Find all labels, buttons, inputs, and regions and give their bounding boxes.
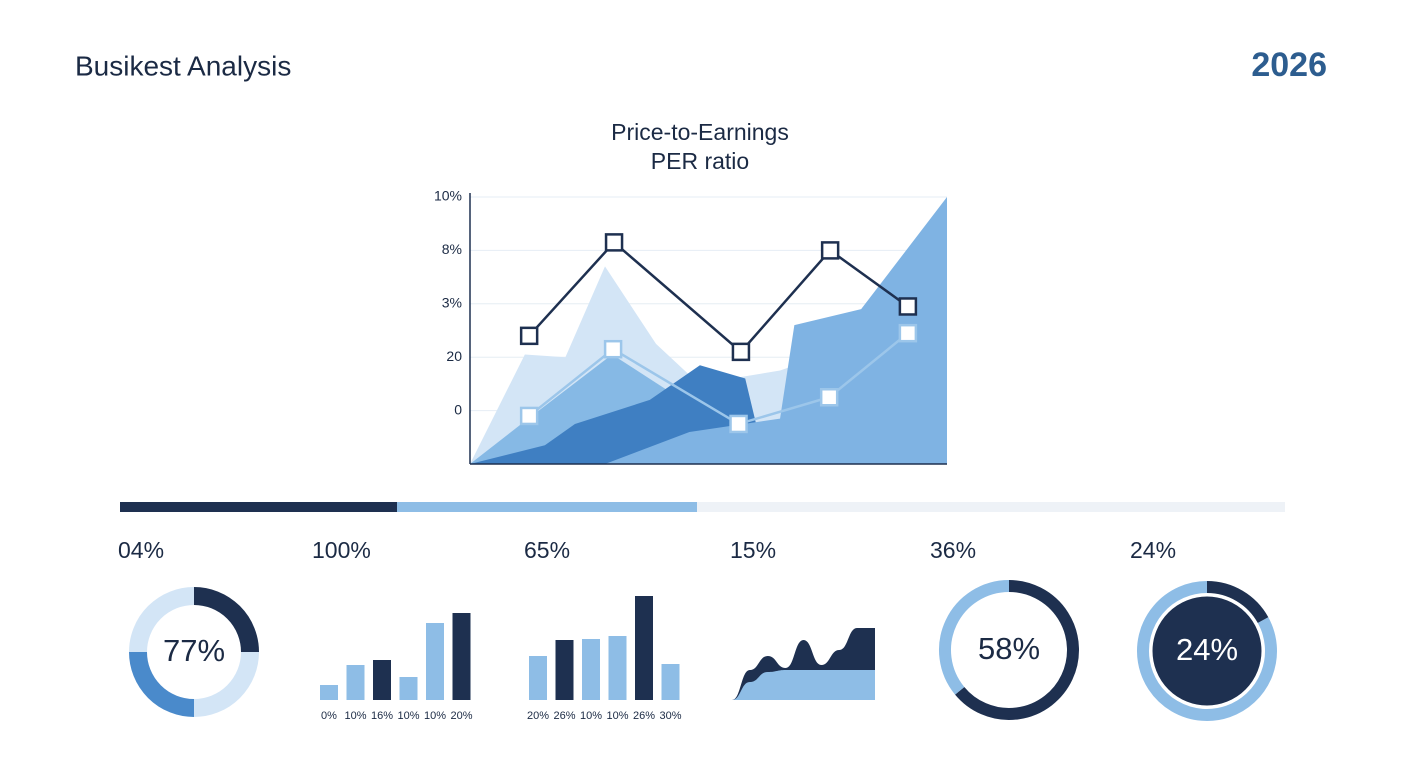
bar-label: 20% [450,710,472,722]
bar-label: 10% [397,710,419,722]
marker [898,297,918,316]
page-title: Busikest Analysis [75,50,291,81]
donut-segment [939,580,1010,695]
marker [604,233,624,252]
bar [661,664,680,700]
bar-label: 26% [553,710,575,722]
area [604,197,947,464]
bar [635,596,653,700]
donut-center-label: 77% [163,633,225,668]
y-tick-label: 8% [442,241,462,257]
bar-label: 10% [424,710,446,722]
bar-label: 0% [321,710,337,722]
widget-title: 04% [118,537,164,563]
bar [529,656,547,700]
year: 2026 [1251,46,1327,84]
bar [346,665,365,700]
progress-segment [397,502,697,512]
marker [820,241,840,260]
donut-segment [193,651,259,717]
y-tick-label: 20 [446,348,462,364]
bar-label: 20% [527,710,549,722]
bar [452,613,471,700]
widget-title: 65% [524,537,570,563]
widget-title: 36% [930,537,976,563]
marker [819,388,839,407]
bar [582,639,600,700]
bar [399,677,418,700]
donut-segment [129,651,195,717]
marker [519,406,539,426]
donut-segment [129,587,195,653]
y-tick-label: 3% [442,295,462,311]
donut-segment [193,587,259,653]
donut-center-label: 24% [1176,632,1238,667]
marker [603,339,623,359]
donut-segment [1137,581,1277,721]
widget-title: 100% [312,537,371,563]
progress-segment [120,502,397,512]
bar-label: 10% [344,710,366,722]
marker [898,323,918,343]
bar [426,623,444,700]
bar-label: 10% [606,710,628,722]
bar [373,660,391,700]
chart-title: PER ratio [651,148,749,174]
donut-segment [955,580,1079,720]
progress-segment [697,502,1285,512]
wave-area [732,670,875,700]
donut-segment [1206,581,1269,624]
marker [729,414,748,434]
y-tick-label: 10% [434,188,462,204]
bar-label: 26% [633,710,655,722]
donut-core [1149,593,1265,709]
marker [731,342,751,362]
bar [608,636,627,700]
donut-center-label: 58% [978,631,1040,666]
bar-label: 30% [659,710,681,722]
bar-label: 10% [580,710,602,722]
chart-title: Price-to-Earnings [611,119,789,145]
bar-label: 16% [371,710,393,722]
widget-title: 24% [1130,537,1176,563]
widget-title: 15% [730,537,776,563]
bar [555,640,574,700]
bar [320,685,338,700]
y-tick-label: 0 [454,401,462,417]
marker [519,326,539,346]
